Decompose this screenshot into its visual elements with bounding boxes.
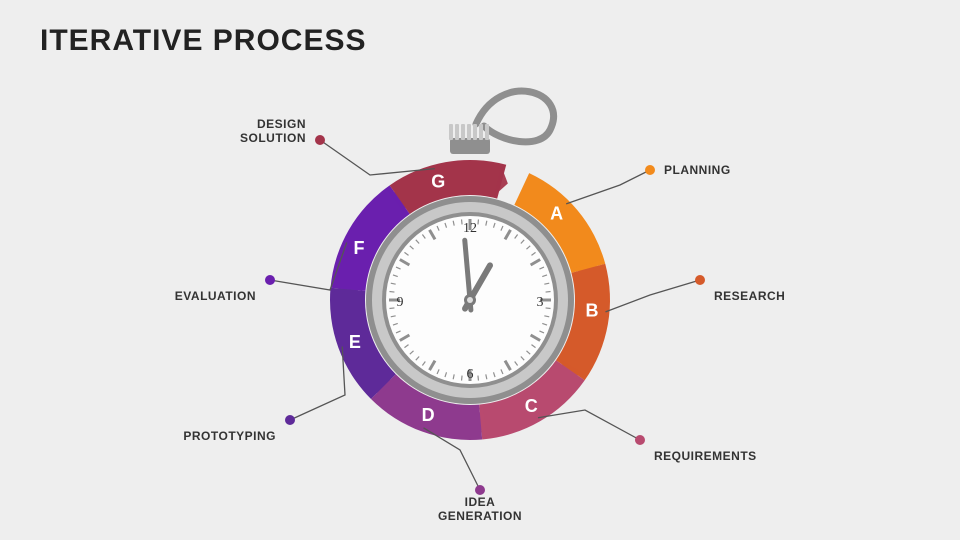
clock-number: 6 — [467, 367, 474, 382]
clock-face-icon: 12 3 6 9 — [366, 196, 574, 404]
callout-label: REQUIREMENTS — [654, 449, 757, 463]
segment-letter: C — [525, 396, 538, 416]
iterative-process-diagram: A B C D E F G PLANNING RESEARCH REQUIREMENTS IDEAG… — [0, 0, 960, 540]
callout-label: PLANNING — [664, 163, 731, 177]
callout-label: RESEARCH — [714, 289, 785, 303]
segment-letter: D — [422, 405, 435, 425]
segment-letter: A — [550, 203, 563, 223]
segment-letter: G — [431, 172, 445, 192]
callout-label: GENERATION — [438, 509, 522, 523]
callout-label: SOLUTION — [240, 131, 306, 145]
clock-number: 3 — [537, 295, 544, 310]
clock-number: 12 — [463, 221, 477, 236]
segment-letter: B — [586, 301, 599, 321]
callout-label: IDEA — [465, 495, 496, 509]
clock-number: 9 — [397, 295, 404, 310]
callout-label: EVALUATION — [175, 289, 256, 303]
stopwatch-crown-icon — [449, 91, 554, 154]
segment-letter: F — [353, 238, 364, 258]
callout-label: PROTOTYPING — [183, 429, 276, 443]
segment-letter: E — [349, 332, 361, 352]
callout-label: DESIGN — [257, 117, 306, 131]
